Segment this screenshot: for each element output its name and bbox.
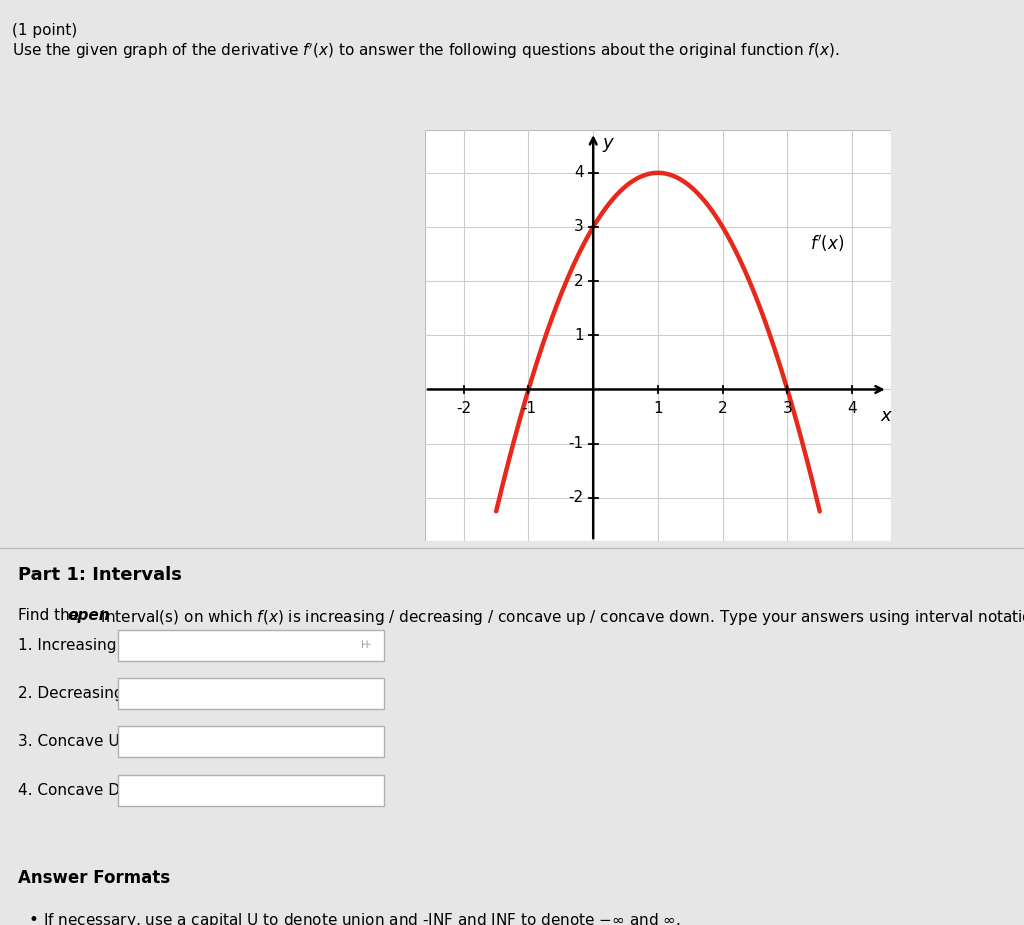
- Text: -1: -1: [521, 401, 536, 416]
- Text: 4: 4: [573, 166, 584, 180]
- Text: -2: -2: [568, 490, 584, 505]
- Text: (1 point): (1 point): [12, 23, 78, 38]
- Text: 2: 2: [573, 274, 584, 289]
- Text: 4. Concave Down:: 4. Concave Down:: [18, 783, 157, 797]
- Text: 1: 1: [653, 401, 663, 416]
- Text: If necessary, use a capital U to denote union and -INF and INF to denote $-\inft: If necessary, use a capital U to denote …: [43, 910, 681, 925]
- Text: 3: 3: [573, 219, 584, 235]
- Text: •: •: [29, 910, 39, 925]
- Text: Use the given graph of the derivative $f'(x)$ to answer the following questions : Use the given graph of the derivative $f…: [12, 42, 840, 61]
- Text: open: open: [68, 608, 111, 623]
- Text: y: y: [603, 134, 613, 152]
- Text: Answer Formats: Answer Formats: [18, 870, 171, 887]
- FancyBboxPatch shape: [118, 775, 384, 806]
- Text: $f'(x)$: $f'(x)$: [810, 233, 845, 253]
- Text: 2. Decreasing:: 2. Decreasing:: [18, 686, 129, 701]
- FancyBboxPatch shape: [118, 726, 384, 758]
- Text: 4: 4: [847, 401, 857, 416]
- Text: ⊦⊦: ⊦⊦: [359, 640, 372, 650]
- Text: -1: -1: [568, 436, 584, 451]
- Text: 1. Increasing:: 1. Increasing:: [18, 638, 122, 653]
- FancyBboxPatch shape: [118, 630, 384, 660]
- Text: 3. Concave Up:: 3. Concave Up:: [18, 734, 135, 749]
- Text: 2: 2: [718, 401, 727, 416]
- Text: -2: -2: [457, 401, 471, 416]
- Text: Part 1: Intervals: Part 1: Intervals: [18, 566, 182, 585]
- Text: x: x: [881, 407, 891, 425]
- Text: 3: 3: [782, 401, 793, 416]
- Text: 1: 1: [573, 327, 584, 343]
- Text: Find the: Find the: [18, 608, 85, 623]
- Text: interval(s) on which $f(x)$ is increasing / decreasing / concave up / concave do: interval(s) on which $f(x)$ is increasin…: [96, 608, 1024, 627]
- FancyBboxPatch shape: [118, 678, 384, 709]
